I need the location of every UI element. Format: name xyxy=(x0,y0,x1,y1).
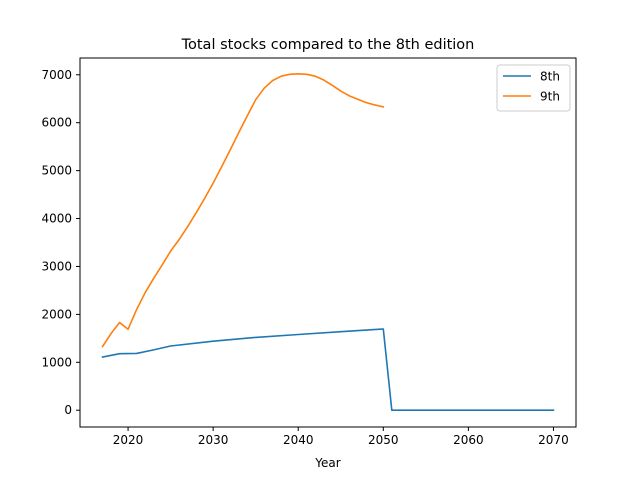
y-tick-label: 5000 xyxy=(41,164,72,178)
x-tick-label: 2070 xyxy=(538,433,569,447)
legend-label-9th: 9th xyxy=(540,90,560,104)
x-axis-ticks: 2020 2030 2040 2050 2060 2070 xyxy=(113,427,569,447)
x-tick-label: 2020 xyxy=(113,433,144,447)
x-tick-label: 2030 xyxy=(198,433,229,447)
y-tick-label: 4000 xyxy=(41,212,72,226)
y-tick-label: 2000 xyxy=(41,307,72,321)
legend-label-8th: 8th xyxy=(540,70,560,84)
y-tick-label: 1000 xyxy=(41,355,72,369)
series-lines xyxy=(101,73,555,412)
x-tick-label: 2050 xyxy=(368,433,399,447)
series-line-9th xyxy=(101,73,385,348)
chart-title: Total stocks compared to the 8th edition xyxy=(181,37,475,53)
x-tick-label: 2060 xyxy=(453,433,484,447)
x-axis-label: Year xyxy=(314,456,340,470)
y-tick-label: 6000 xyxy=(41,116,72,130)
y-tick-label: 3000 xyxy=(41,259,72,273)
series-line-8th xyxy=(101,328,555,412)
y-axis-ticks: 0 1000 2000 3000 4000 5000 6000 7000 xyxy=(41,68,80,417)
x-tick-label: 2040 xyxy=(283,433,314,447)
y-tick-label: 0 xyxy=(64,403,72,417)
plot-area-frame xyxy=(79,57,577,428)
y-tick-label: 7000 xyxy=(41,68,72,82)
